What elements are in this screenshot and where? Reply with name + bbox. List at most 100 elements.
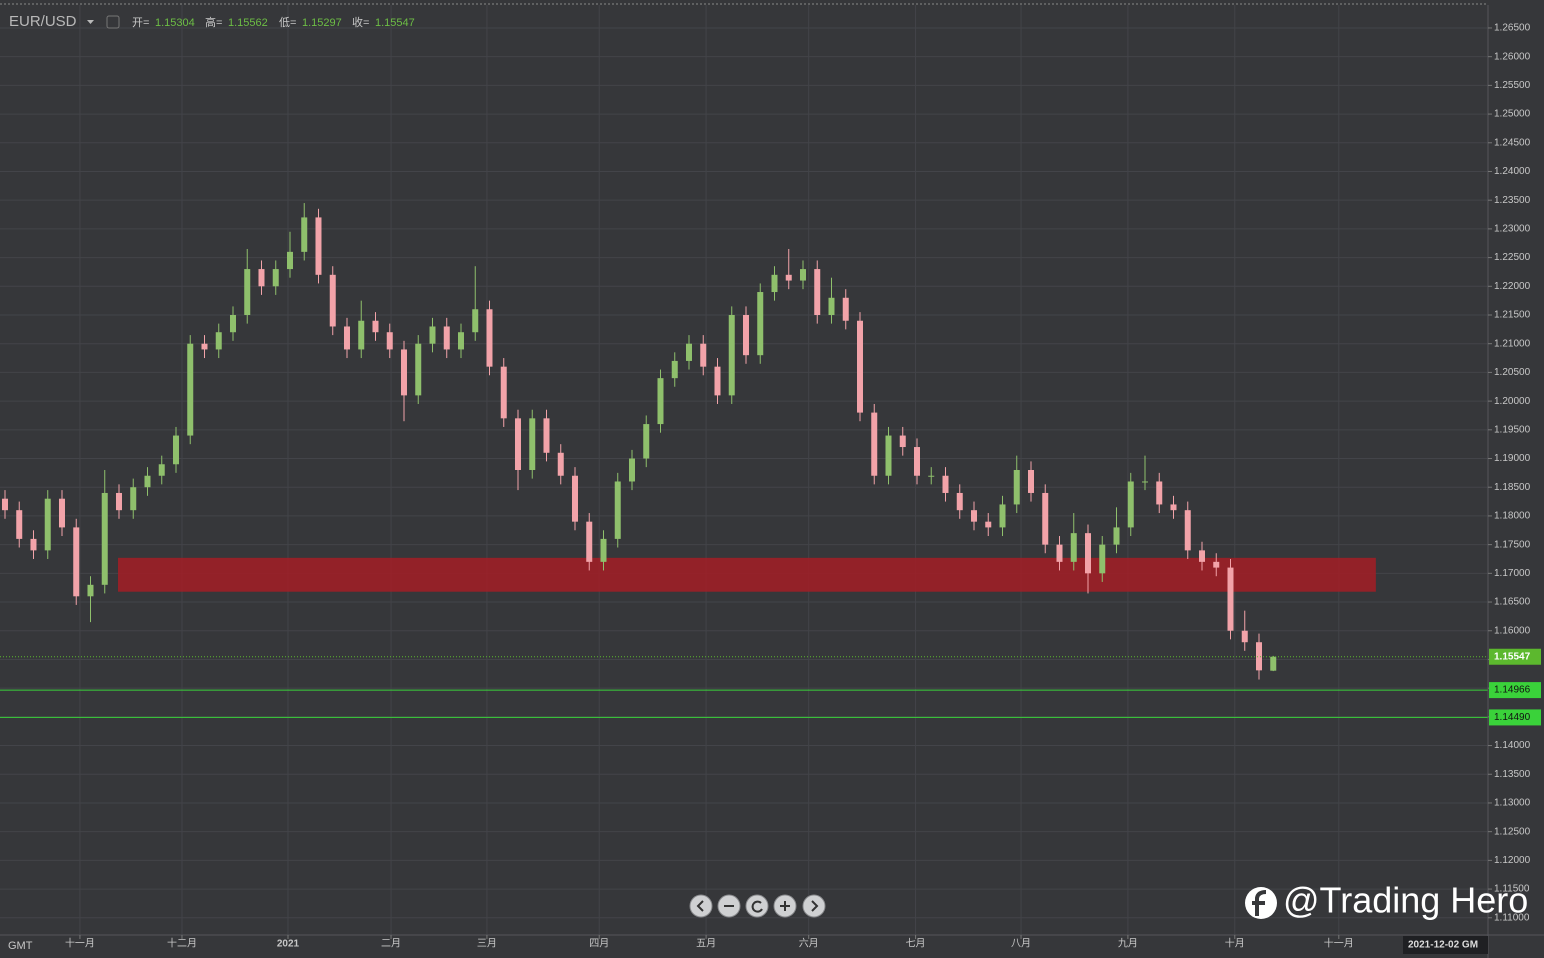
candle-body: [529, 418, 536, 470]
candle-body: [586, 521, 593, 562]
x-tick-label: 九月: [1118, 938, 1138, 950]
candle-body: [1, 498, 8, 511]
symbol[interactable]: EUR/USD: [9, 13, 77, 30]
candle-body: [799, 269, 806, 281]
low-value: 1.15297: [302, 17, 342, 29]
candle-body: [130, 487, 137, 511]
candle-body: [1056, 544, 1063, 562]
timezone: GMT: [8, 940, 33, 952]
candle-body: [229, 315, 236, 333]
settings-icon[interactable]: [106, 15, 120, 29]
candle-body: [757, 292, 764, 356]
x-tick-label: 六月: [799, 938, 819, 950]
candle-body: [386, 332, 393, 350]
candle-body: [899, 435, 906, 448]
y-tick-label: 1.22000: [1494, 281, 1531, 292]
x-tick-label: 十一月: [65, 937, 95, 950]
candle-body: [1027, 470, 1034, 493]
reset-button[interactable]: [745, 894, 769, 918]
nav-icons: [696, 900, 819, 913]
candle-body: [657, 378, 664, 425]
x-tick-label: 二月: [381, 938, 401, 950]
x-tick-label: 七月: [906, 938, 926, 950]
candle-body: [73, 527, 80, 597]
candle-body: [187, 343, 194, 436]
left-icon: [696, 900, 704, 912]
horizontal-line-label: 1.14490: [1494, 712, 1531, 723]
candle-body: [1213, 561, 1220, 568]
candle-body: [571, 475, 578, 522]
axes: 1.11000 1.11500 1.12000 1.12500 1.13000 1.135…: [65, 23, 1541, 950]
y-tick-label: 1.23500: [1494, 195, 1531, 206]
y-tick-label: 1.11500: [1494, 884, 1530, 895]
x-tick-label: 2021: [277, 939, 300, 950]
candle-body: [671, 360, 678, 379]
right-icon: [811, 900, 819, 912]
crosshair-date: 2021-12-02 GM: [1408, 940, 1478, 951]
scroll-left-button[interactable]: [689, 894, 713, 918]
candle-body: [472, 309, 479, 333]
candle-body: [1113, 527, 1120, 545]
candle-body: [543, 418, 550, 453]
candle-body: [970, 510, 977, 522]
close-label: 收=: [352, 15, 369, 29]
candle-body: [244, 269, 251, 315]
symbol-caret[interactable]: [87, 20, 94, 24]
candle-body: [1141, 481, 1148, 483]
candle-body: [913, 447, 920, 476]
candle-body: [172, 435, 179, 465]
candle-body: [16, 510, 23, 539]
candle-body: [785, 274, 792, 281]
x-tick-label: 五月: [696, 938, 716, 950]
candle-body: [771, 274, 778, 293]
price-axis-bg: [1488, 0, 1544, 958]
candle-body: [443, 326, 450, 350]
watermark-logo-mark: [1252, 890, 1267, 916]
reset-icon: [751, 900, 763, 913]
candle-body: [643, 424, 650, 459]
candle-body: [358, 320, 365, 350]
horizontal-line-box: [1489, 682, 1541, 699]
candle-body: [286, 251, 293, 270]
y-tick-label: 1.13500: [1494, 769, 1531, 780]
open-value: 1.15304: [155, 17, 195, 29]
candle-body: [1070, 533, 1077, 562]
scroll-right-button[interactable]: [802, 894, 826, 918]
x-tick-label: 十一月: [1324, 937, 1354, 950]
candle-body: [215, 332, 222, 350]
candle-body: [58, 498, 65, 528]
y-tick-label: 1.25500: [1494, 80, 1531, 91]
candle-body: [343, 326, 350, 350]
candle-body: [44, 498, 51, 551]
y-tick-label: 1.19500: [1494, 424, 1531, 435]
y-tick-label: 1.17000: [1494, 568, 1531, 579]
support-zone: [117, 557, 1376, 592]
candle-body: [985, 521, 992, 528]
y-tick-label: 1.12500: [1494, 826, 1531, 837]
candle-body: [685, 343, 692, 361]
y-tick-label: 1.24500: [1494, 137, 1531, 148]
candle-body: [258, 269, 265, 287]
y-tick-label: 1.25000: [1494, 109, 1531, 120]
candle-body: [1198, 550, 1205, 562]
candle-body: [315, 217, 322, 275]
candle-body: [1184, 510, 1191, 551]
horizontal-line-box: [1489, 709, 1541, 726]
high-value: 1.15562: [228, 17, 268, 29]
candle-body: [429, 326, 436, 344]
y-tick-label: 1.20500: [1494, 367, 1531, 378]
candle-body: [1170, 504, 1177, 511]
candle-body: [1227, 567, 1234, 631]
x-tick-label: 三月: [477, 938, 497, 950]
x-tick-label: 四月: [589, 938, 609, 950]
candle-body: [457, 332, 464, 350]
candle-body: [87, 584, 94, 597]
y-tick-label: 1.17500: [1494, 539, 1531, 550]
candle-body: [885, 435, 892, 476]
y-tick-label: 1.26000: [1494, 51, 1531, 62]
candle-body: [415, 343, 422, 396]
candle-body: [400, 349, 407, 396]
x-tick-label: 十月: [1225, 937, 1245, 950]
candle-body: [101, 492, 108, 585]
candle-body: [557, 452, 564, 476]
